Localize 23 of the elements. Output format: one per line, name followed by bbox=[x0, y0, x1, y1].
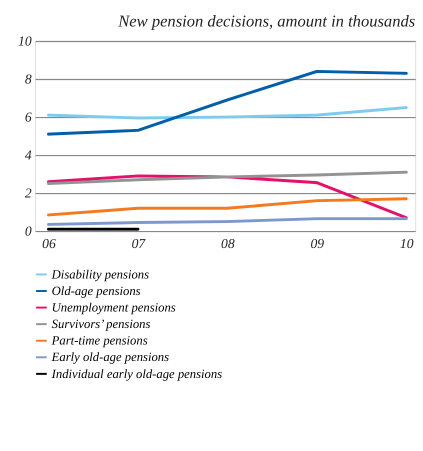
line-series bbox=[47, 106, 408, 120]
x-tick-label: 09 bbox=[310, 236, 324, 252]
legend-label: Old-age pensions bbox=[52, 284, 141, 298]
y-tick-label: 6 bbox=[24, 109, 32, 124]
x-tick-label: 06 bbox=[42, 236, 56, 252]
y-tick-label: 4 bbox=[24, 147, 32, 162]
y-tick-label: 10 bbox=[18, 33, 32, 48]
x-tick-label: 07 bbox=[132, 236, 146, 252]
legend-label: Part-time pensions bbox=[50, 334, 148, 348]
x-tick-label: 10 bbox=[400, 236, 414, 252]
legend-label: Individual early old-age pensions bbox=[50, 366, 222, 381]
line-series bbox=[47, 197, 408, 216]
legend-label: Early old-age pensions bbox=[50, 350, 170, 364]
legend-label: Unemployment pensions bbox=[52, 300, 176, 314]
y-tick-label: 8 bbox=[24, 71, 32, 86]
line-series bbox=[47, 170, 408, 186]
y-tick-label: 0 bbox=[24, 223, 32, 238]
chart-title: New pension decisions, amount in thousands bbox=[117, 11, 416, 30]
y-tick-label: 2 bbox=[24, 185, 32, 200]
legend-label: Disability pensions bbox=[50, 267, 150, 282]
x-tick-label: 08 bbox=[221, 236, 235, 252]
line-series bbox=[47, 70, 408, 136]
legend-label: Survivors’ pensions bbox=[52, 317, 151, 332]
